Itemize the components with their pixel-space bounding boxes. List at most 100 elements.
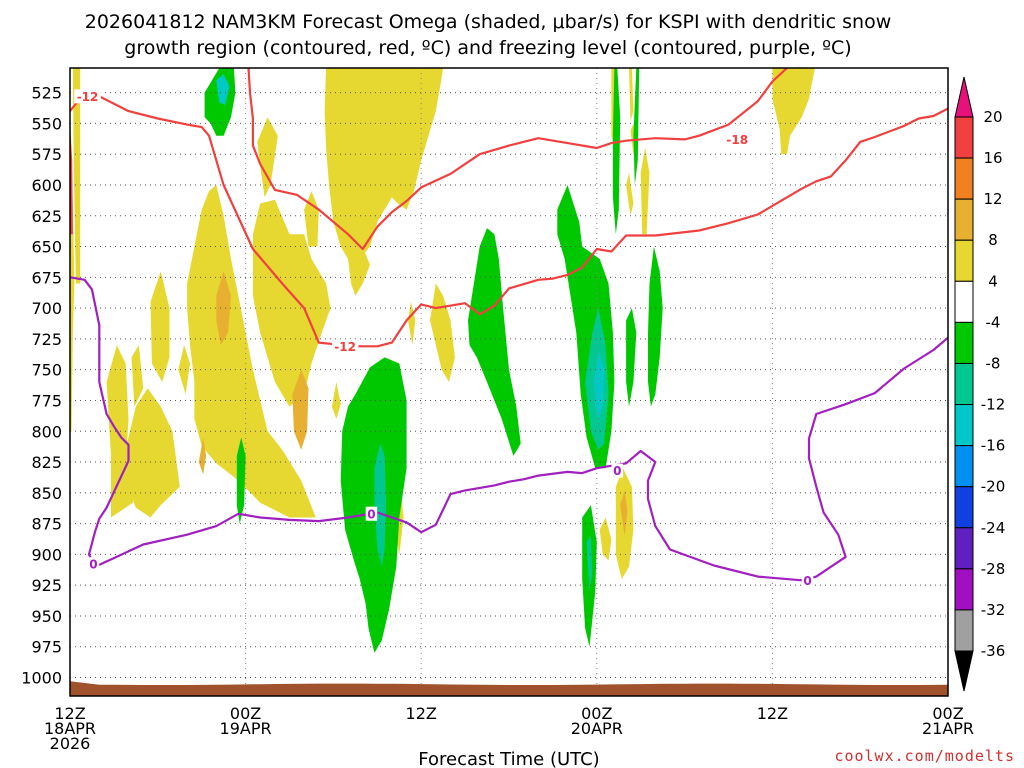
contour-line-dendritic-12C [70,95,948,348]
title: 2026041812 NAM3KM Forecast Omega (shaded… [85,11,891,59]
contour-label: -12 [77,90,99,104]
y-tick-label: 925 [31,576,62,595]
y-tick-label: 775 [31,391,62,410]
colorbar-label: -12 [981,396,1006,414]
omega-region [620,490,628,536]
x-tick-label: 12Z [54,704,85,723]
omega-region [72,68,81,284]
contour-label: -18 [726,133,748,147]
colorbar-bin [954,116,974,159]
colorbar-label: -20 [981,478,1006,496]
omega-region [648,246,663,407]
x-tick-label: 2026 [50,734,91,753]
omega-region [331,382,341,419]
terrain [70,681,948,696]
colorbar-label: -36 [981,642,1006,660]
y-tick-label: 850 [31,484,62,503]
x-tick-label: 12Z [757,704,788,723]
y-tick-label: 650 [31,238,62,257]
x-tick-label: 20APR [571,719,623,738]
omega-region [772,68,815,155]
colorbar: 20 16 12 8 4 -4 -8 -12 -16 -20 -24 -28 -32 -36 [954,76,1006,692]
y-axis: 525 550 575 600 625 650 675 700 725 750 775 800 825 8… [21,84,62,688]
colorbar-label: -32 [981,601,1006,619]
omega-region [187,185,316,518]
colorbar-top-triangle [954,76,974,118]
contour-label: 0 [613,464,621,478]
y-tick-label: 950 [31,607,62,626]
title-line-2: growth region (contoured, red, ºC) and f… [124,37,851,59]
colorbar-label: -16 [981,437,1006,455]
colorbar-bin [954,280,974,323]
y-tick-label: 975 [31,638,62,657]
y-tick-label: 625 [31,207,62,226]
contour-label: 0 [367,507,375,521]
colorbar-label: 20 [983,108,1002,126]
omega-region [178,345,190,395]
y-tick-label: 825 [31,453,62,472]
contour-label-background [801,573,814,588]
title-line-1: 2026041812 NAM3KM Forecast Omega (shaded… [85,11,891,33]
contour-label-background [87,557,100,572]
contour-line-freezing-level-0C [70,276,948,582]
y-tick-label: 725 [31,330,62,349]
colorbar-bottom-triangle [954,650,974,692]
colorbar-bin [954,527,974,570]
colorbar-bin [954,568,974,611]
y-tick-label: 875 [31,515,62,534]
contour-label: 0 [803,574,811,588]
colorbar-label: -8 [986,354,1001,372]
omega-region [586,535,593,592]
omega-region [198,437,207,475]
plot-area: -12 -12 -18 0 0 0 0 [69,67,949,697]
y-tick-label: 800 [31,422,62,441]
y-tick-label: 1000 [21,669,62,688]
y-tick-label: 675 [31,268,62,287]
colorbar-label: 8 [988,231,998,249]
omega-region [257,117,278,198]
y-tick-label: 575 [31,145,62,164]
colorbar-bin [954,362,974,406]
y-tick-label: 550 [31,114,62,133]
contour-label-background [611,463,624,478]
omega-region [324,68,444,259]
y-tick-label: 750 [31,361,62,380]
contour-label-background [331,339,359,354]
omega-region [150,271,170,382]
colorbar-bin [954,157,974,200]
omega-region [640,148,650,235]
omega-region [626,172,634,216]
contour-label-background [74,89,101,104]
colorbar-bin [954,486,974,529]
contour-line-dendritic-18C [247,68,788,251]
colorbar-label: 12 [983,190,1002,208]
contour-label-background [724,132,751,147]
omega-region [374,443,387,567]
y-tick-label: 600 [31,176,62,195]
omega-region [131,345,144,407]
omega-region [236,437,246,524]
watermark: coolwx.com/modelts [834,747,1015,765]
x-tick-label: 18APR [44,719,96,738]
colorbar-label: -28 [981,560,1006,578]
colorbar-bin [954,404,974,447]
colorbar-bin [954,445,974,488]
omega-region [121,388,180,518]
omega-region [599,517,612,561]
omega-region [629,68,634,121]
terrain-ground [70,681,948,696]
omega-region [216,271,231,346]
colorbar-bin [954,609,974,652]
x-tick-label: 00Z [932,704,963,723]
x-tick-label: 19APR [220,719,272,738]
contours [70,68,948,582]
contour-label: -12 [334,340,356,354]
omega-shading [70,68,815,653]
colorbar-label: -24 [981,519,1006,537]
plot-frame [69,67,949,697]
x-tick-label: 00Z [581,704,612,723]
contour-labels: -12 -12 -18 0 0 0 0 [74,89,814,588]
omega-region [468,228,521,456]
colorbar-bin [954,321,974,364]
